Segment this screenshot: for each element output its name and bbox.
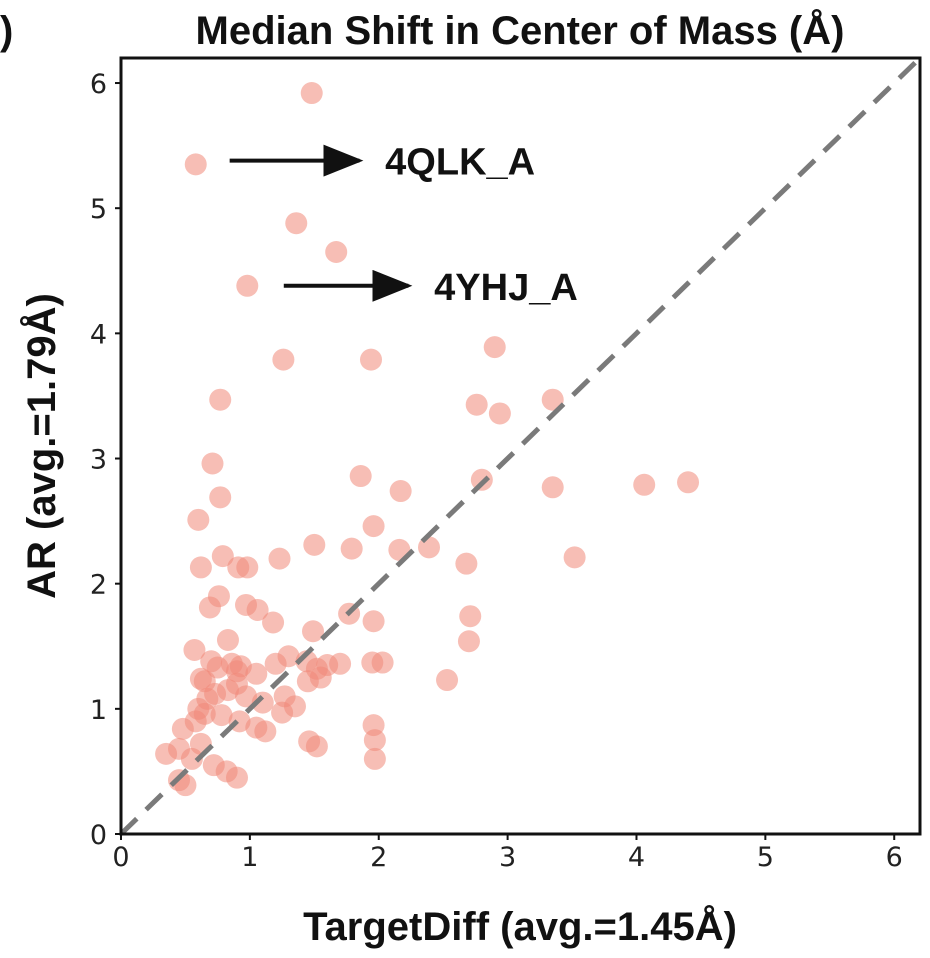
data-point [363, 747, 386, 770]
data-point [211, 545, 234, 568]
data-point [187, 508, 210, 531]
y-axis-label: AR (avg.=1.79Å) [19, 293, 64, 599]
corner-mark: ) [0, 9, 13, 53]
y-tick-label: 0 [90, 820, 107, 851]
data-point [633, 473, 656, 496]
data-point [189, 556, 212, 579]
data-point [541, 476, 564, 499]
data-point [262, 611, 285, 634]
data-point [235, 685, 258, 708]
data-point [236, 556, 259, 579]
data-point [389, 480, 412, 503]
data-point [563, 546, 586, 569]
y-tick-label: 1 [90, 695, 107, 726]
data-point [488, 402, 511, 425]
data-point [254, 720, 277, 743]
data-point [362, 515, 385, 538]
data-point [541, 388, 564, 411]
data-point [436, 669, 459, 692]
data-point [201, 452, 224, 475]
data-point [305, 735, 328, 758]
x-tick-label: 4 [628, 842, 645, 873]
annotation-label: 4YHJ_A [434, 267, 578, 309]
data-point [459, 605, 482, 628]
plot-area: 0 1 2 3 4 5 6 0 1 2 3 4 5 6 4QLK_A 4YHJ_A [90, 56, 922, 873]
data-point [209, 486, 232, 509]
y-tick-label: 3 [90, 445, 107, 476]
data-point [303, 533, 326, 556]
data-point [271, 701, 294, 724]
x-tick-label: 1 [241, 842, 258, 873]
data-point [210, 704, 233, 727]
x-tick-label: 6 [886, 842, 903, 873]
data-point [193, 702, 216, 725]
y-tick-label: 4 [90, 319, 107, 350]
data-point [251, 691, 274, 714]
data-point [363, 729, 386, 752]
data-point [268, 547, 291, 570]
data-point [225, 766, 248, 789]
chart-title: Median Shift in Center of Mass (Å) [196, 8, 845, 53]
data-point [236, 274, 259, 297]
diagonal-reference-line [119, 56, 922, 836]
x-tick-label: 3 [499, 842, 516, 873]
data-point [349, 465, 372, 488]
data-point [184, 153, 207, 176]
data-point [300, 82, 323, 105]
x-tick-label: 2 [370, 842, 387, 873]
annotation-label: 4QLK_A [385, 142, 535, 184]
data-point [285, 212, 308, 235]
data-point [371, 651, 394, 674]
x-tick-label: 0 [112, 842, 129, 873]
data-point [309, 666, 332, 689]
data-point [362, 610, 385, 633]
data-point [209, 388, 232, 411]
data-point [465, 393, 488, 416]
data-point [277, 645, 300, 668]
data-point [455, 552, 478, 575]
data-point [457, 630, 480, 653]
data-point [246, 598, 269, 621]
data-point [483, 336, 506, 359]
x-tick-label: 5 [757, 842, 774, 873]
y-tick-label: 2 [90, 570, 107, 601]
data-point [340, 537, 363, 560]
data-point [183, 639, 206, 662]
data-point [677, 471, 700, 494]
y-tick-label: 5 [90, 194, 107, 225]
data-point [216, 629, 239, 651]
data-point [329, 652, 352, 675]
data-point [360, 348, 383, 371]
data-point [245, 662, 268, 685]
x-axis-label: TargetDiff (avg.=1.45Å) [303, 904, 737, 949]
data-point [198, 596, 221, 619]
plot-frame [119, 56, 922, 836]
data-point [325, 241, 348, 263]
y-tick-label: 6 [90, 69, 107, 100]
data-point [272, 348, 295, 371]
data-point [302, 620, 325, 643]
data-point [470, 468, 493, 491]
